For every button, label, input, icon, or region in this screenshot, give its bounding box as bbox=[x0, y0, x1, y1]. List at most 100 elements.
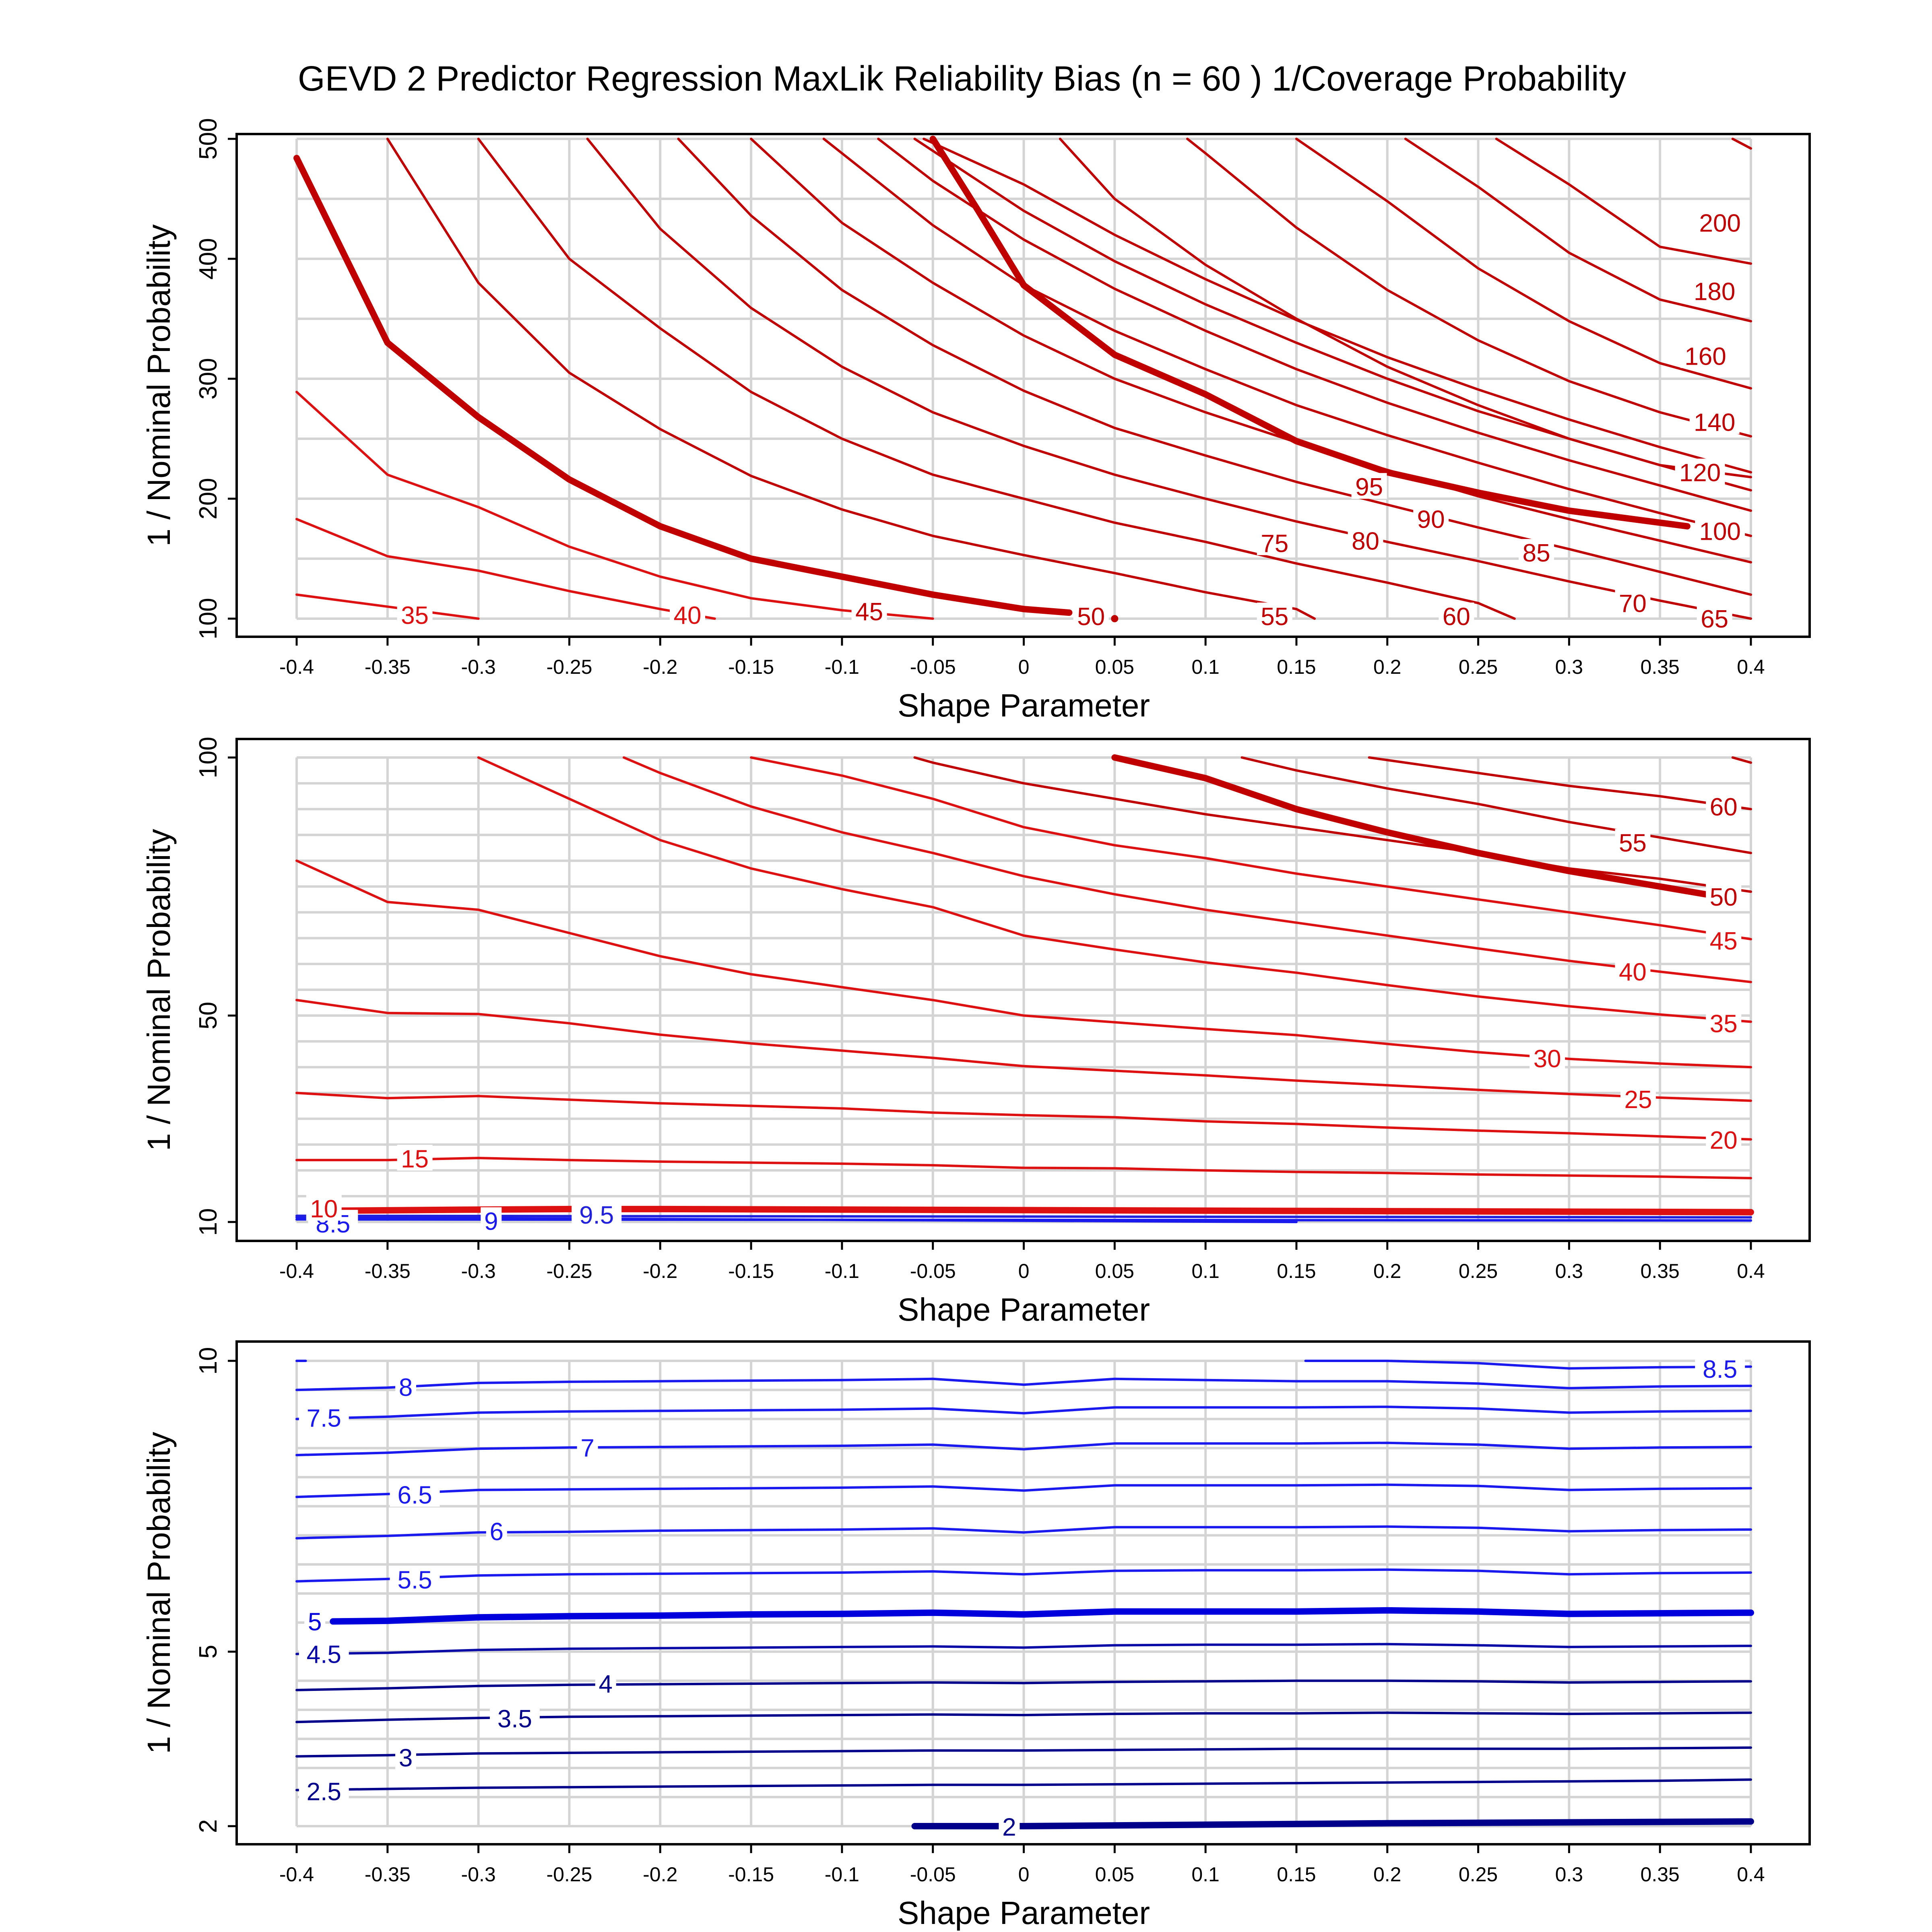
contour-label: 3.5 bbox=[497, 1705, 532, 1733]
contour-line bbox=[1295, 138, 1752, 390]
contour-label: 60 bbox=[1710, 793, 1738, 821]
x-tick-label: -0.35 bbox=[365, 1863, 411, 1886]
contour-label: 160 bbox=[1684, 343, 1726, 370]
contour-line bbox=[750, 138, 1752, 564]
contour-label-bg bbox=[1615, 958, 1651, 984]
contour-label: 140 bbox=[1694, 409, 1735, 436]
y-tick-label: 100 bbox=[194, 737, 222, 778]
x-axis-label: Shape Parameter bbox=[898, 1292, 1150, 1327]
contour-label-bg bbox=[390, 1566, 440, 1592]
x-tick-label: 0.3 bbox=[1555, 656, 1583, 678]
contour-label-bg bbox=[1706, 1009, 1742, 1036]
contour-label: 2.5 bbox=[307, 1778, 341, 1806]
contour-label: 55 bbox=[1261, 603, 1288, 631]
contour-label: 45 bbox=[855, 598, 883, 626]
contour-label: 40 bbox=[674, 602, 702, 630]
y-tick-label: 50 bbox=[194, 1002, 222, 1030]
x-tick-label: 0.4 bbox=[1737, 656, 1765, 678]
contour-label-bg bbox=[1695, 209, 1745, 235]
contour-line bbox=[1368, 756, 1752, 811]
contour-label: 55 bbox=[1619, 830, 1647, 857]
x-tick-label: 0.15 bbox=[1277, 1260, 1316, 1282]
contour-line bbox=[913, 756, 1752, 893]
contour-label: 4 bbox=[599, 1670, 613, 1698]
contour-label-bg bbox=[1073, 603, 1109, 629]
y-tick-label: 100 bbox=[194, 598, 222, 639]
contour-line bbox=[386, 138, 1316, 620]
contour-label-bg bbox=[1530, 1044, 1565, 1071]
x-tick-label: 0.2 bbox=[1373, 1260, 1402, 1282]
x-tick-label: -0.4 bbox=[279, 1863, 314, 1886]
contour-label-bg bbox=[999, 1813, 1020, 1839]
contour-label: 20 bbox=[1710, 1127, 1738, 1154]
x-tick-label: -0.05 bbox=[910, 1863, 956, 1886]
x-tick-label: 0.15 bbox=[1277, 1863, 1316, 1886]
contour-label-bg bbox=[395, 1744, 416, 1770]
contour-line bbox=[1731, 138, 1752, 150]
contour-label-bg bbox=[306, 1195, 342, 1221]
contour-label: 6.5 bbox=[397, 1481, 432, 1509]
x-tick-label: 0.3 bbox=[1555, 1260, 1583, 1282]
contour-line bbox=[477, 138, 1516, 620]
contour-line bbox=[586, 138, 1752, 620]
contour-labels: 2 2.5 3 3.5 4 4.5 5 5.5 6 6.5 7 7.5 8 8.5 bbox=[299, 1355, 1745, 1841]
contour-label: 9 bbox=[484, 1208, 498, 1235]
x-tick-label: -0.1 bbox=[825, 656, 859, 678]
contour-line bbox=[1495, 138, 1752, 265]
x-tick-label: 0.15 bbox=[1277, 656, 1316, 678]
contour-label-bg bbox=[304, 1608, 326, 1634]
y-tick-label: 300 bbox=[194, 358, 222, 399]
contour-line bbox=[339, 1205, 1754, 1216]
contour-label-bg bbox=[595, 1670, 616, 1696]
contour-line bbox=[295, 1157, 1752, 1179]
x-tick-label: -0.3 bbox=[461, 1863, 496, 1886]
contour-label-bg bbox=[669, 601, 705, 627]
y-tick-label: 2 bbox=[194, 1819, 222, 1833]
y-axis-label: 1 / Nominal Probability bbox=[141, 1432, 177, 1754]
contour-line bbox=[295, 1568, 1752, 1583]
contour-label-bg bbox=[1257, 529, 1292, 555]
contour-line bbox=[1111, 754, 1709, 898]
x-tick-label: -0.3 bbox=[461, 656, 496, 678]
x-tick-label: -0.3 bbox=[461, 1260, 496, 1282]
contour-line bbox=[1186, 138, 1752, 438]
contour-label-bg bbox=[390, 1481, 440, 1507]
contour-label-bg bbox=[1675, 458, 1725, 485]
x-tick-label: 0.4 bbox=[1737, 1863, 1765, 1886]
contour-line bbox=[295, 1406, 1752, 1420]
contour-label: 8 bbox=[399, 1374, 413, 1402]
contour-label: 7 bbox=[580, 1434, 594, 1462]
x-tick-label: 0.1 bbox=[1191, 656, 1220, 678]
contour-labels: 35 40 45 50 55 60 65 70 75 80 85 90 95 100 120 140 160 18… bbox=[397, 209, 1745, 633]
contour-label-bg bbox=[1706, 1126, 1742, 1152]
x-tick-label: 0.1 bbox=[1191, 1260, 1220, 1282]
contour-line bbox=[295, 1483, 1752, 1499]
x-tick-label: -0.15 bbox=[728, 1260, 774, 1282]
y-tick-label: 200 bbox=[194, 478, 222, 519]
contour-line bbox=[295, 1092, 1752, 1141]
contour-label: 6 bbox=[490, 1518, 504, 1546]
contour-line bbox=[295, 1525, 1752, 1540]
x-tick-label: -0.35 bbox=[365, 1260, 411, 1282]
chart-title: GEVD 2 Predictor Regression MaxLik Relia… bbox=[298, 59, 1627, 98]
x-tick-label: 0.2 bbox=[1373, 656, 1402, 678]
y-axis-label: 1 / Nominal Probability bbox=[141, 224, 177, 546]
x-tick-label: 0 bbox=[1018, 1863, 1030, 1886]
contour-label: 30 bbox=[1534, 1045, 1561, 1073]
panel-1: -0.4 -0.35 -0.3 -0.25 -0.2 -0.15 -0.1 -0.05 0 0.0… bbox=[141, 118, 1811, 723]
contour-line bbox=[877, 138, 1752, 512]
y-axis-label: 1 / Nominal Probability bbox=[141, 829, 177, 1151]
x-tick-label: -0.1 bbox=[825, 1260, 859, 1282]
contour-label: 95 bbox=[1355, 473, 1383, 501]
contour-label: 60 bbox=[1443, 603, 1470, 631]
contour-line bbox=[477, 756, 1752, 1023]
contour-label-bg bbox=[851, 598, 887, 624]
x-tick-label: 0.1 bbox=[1191, 1863, 1220, 1886]
contour-label: 35 bbox=[401, 602, 429, 630]
contour-label: 4.5 bbox=[307, 1641, 341, 1668]
contour-line bbox=[295, 859, 1752, 1069]
x-tick-label: -0.1 bbox=[825, 1863, 859, 1886]
contour-dot bbox=[1111, 615, 1119, 622]
